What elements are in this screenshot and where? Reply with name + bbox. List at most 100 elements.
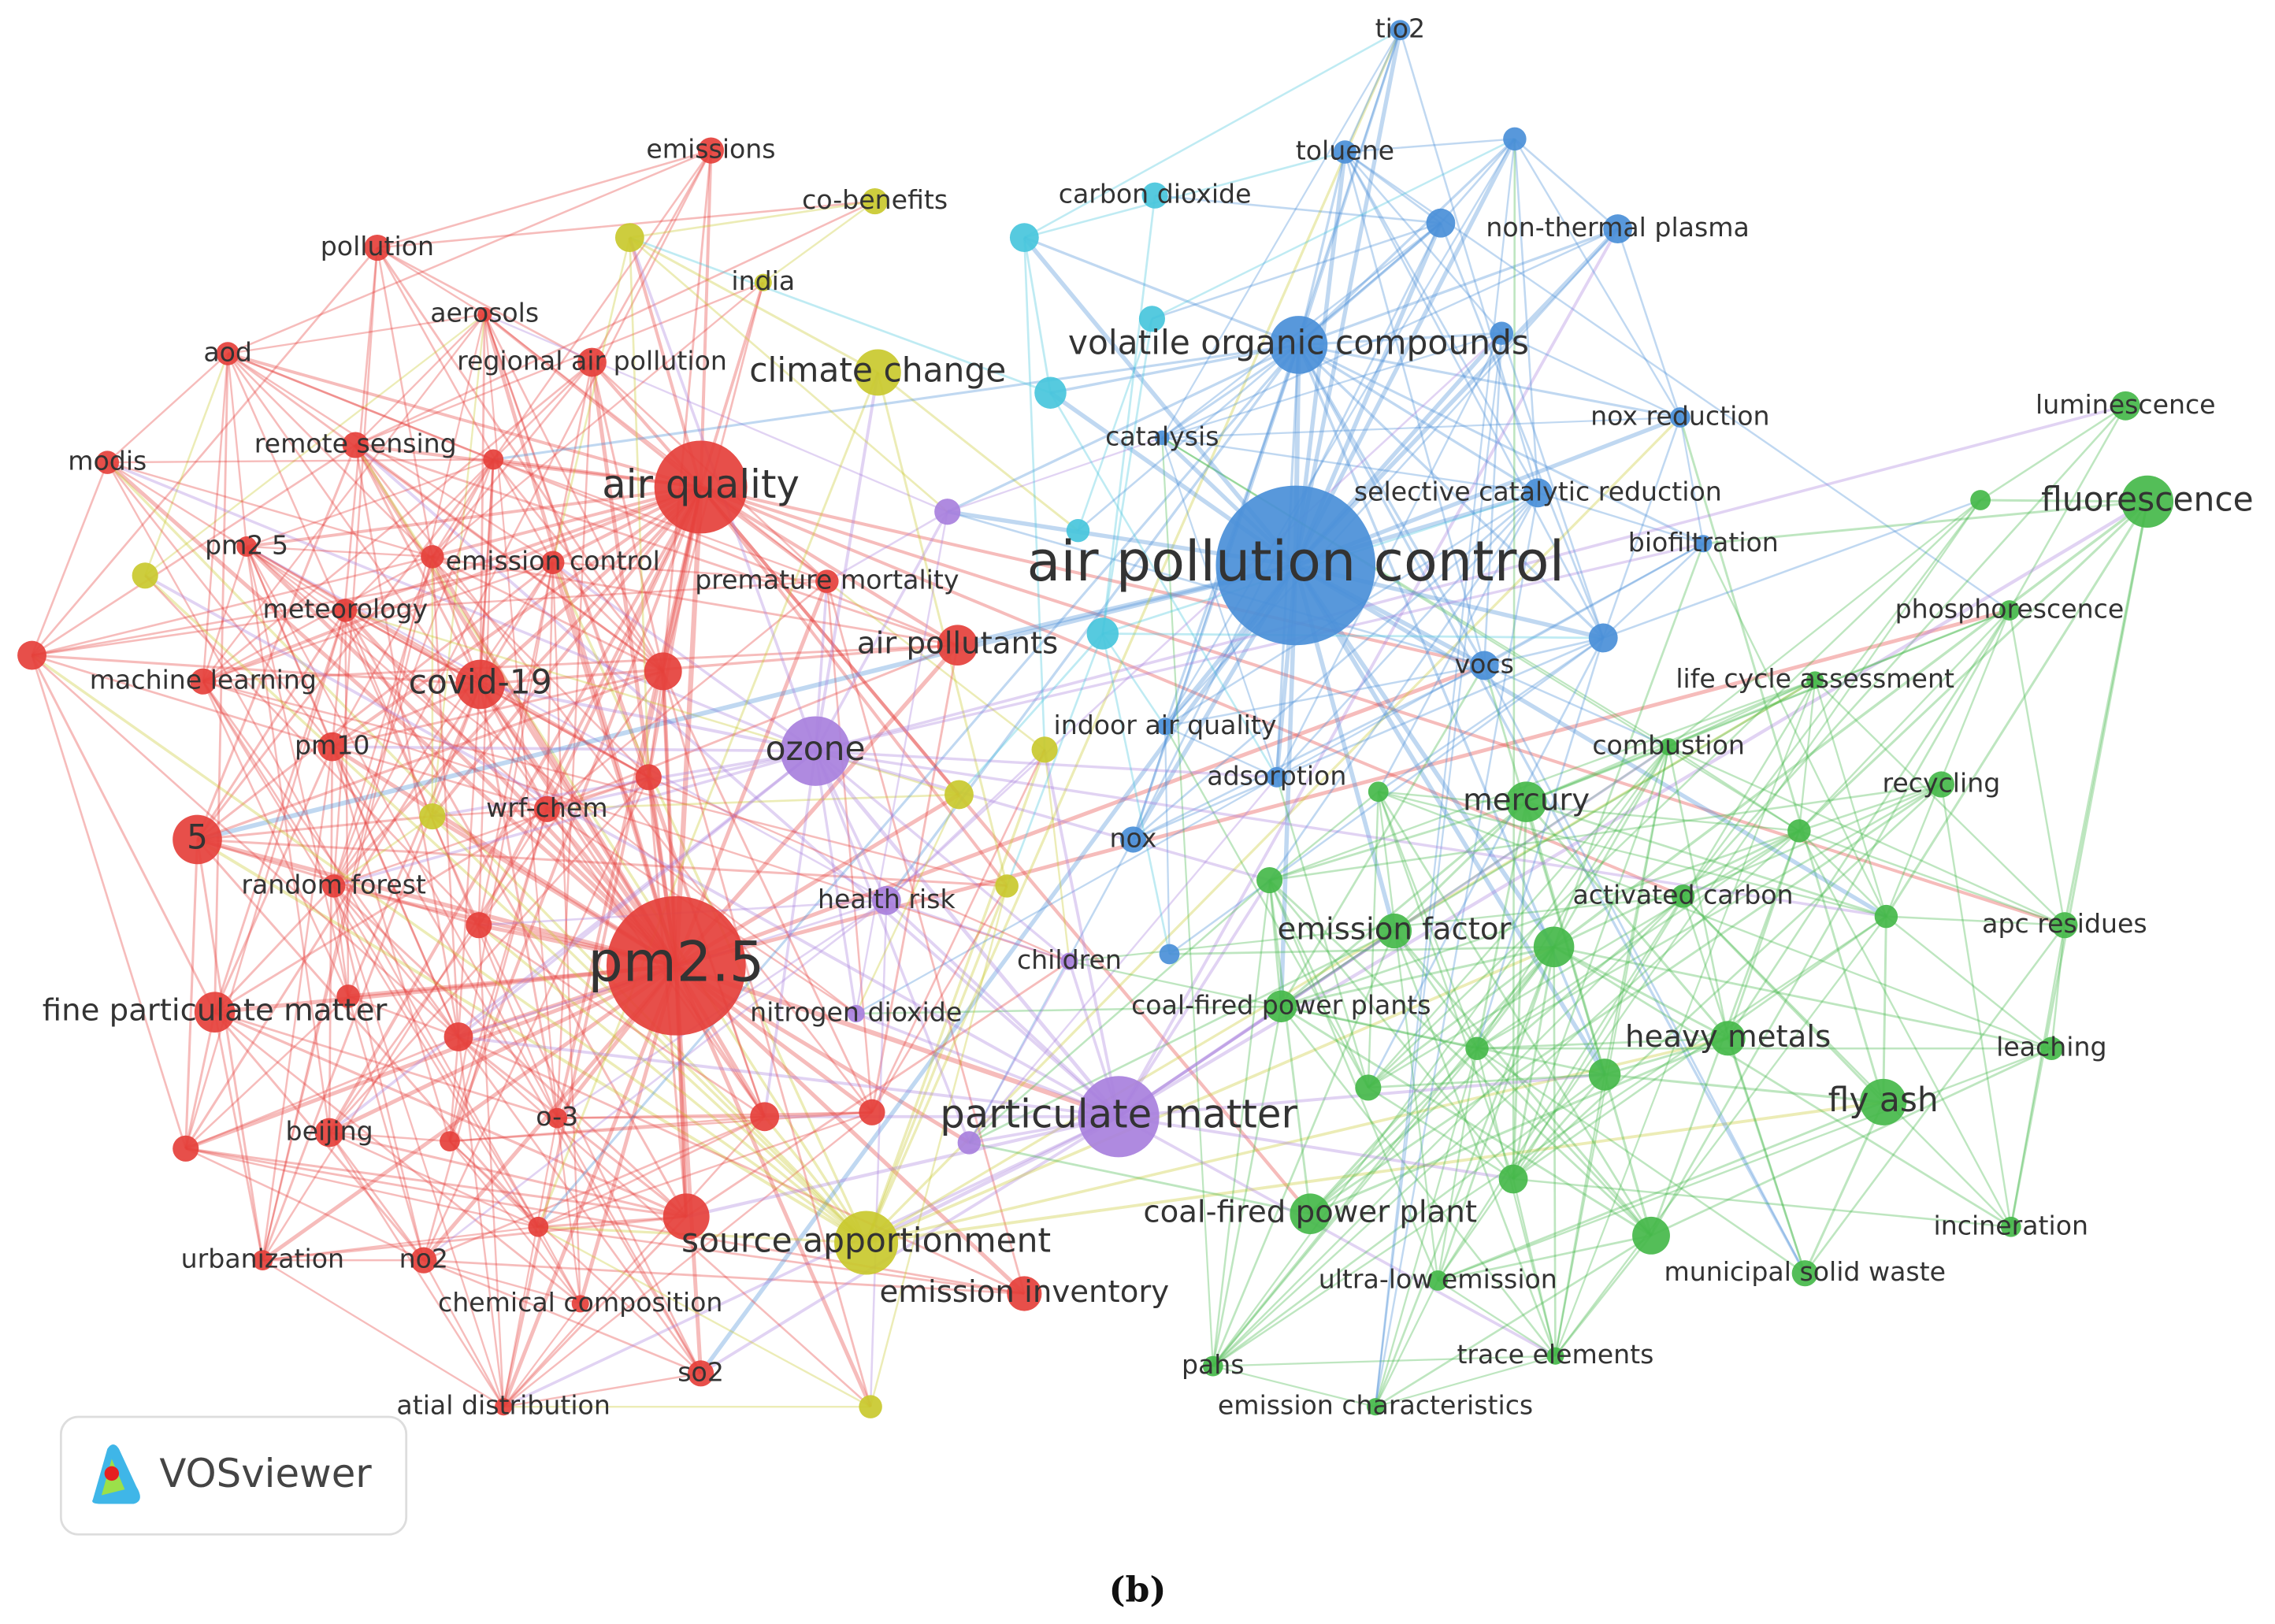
edge bbox=[106, 353, 228, 464]
node-label: pahs bbox=[1182, 1349, 1245, 1380]
edge bbox=[1101, 318, 1153, 634]
node-label: pm2 5 bbox=[205, 529, 288, 560]
edge bbox=[202, 680, 350, 997]
edge bbox=[865, 416, 1682, 1244]
node bbox=[17, 640, 46, 670]
edge bbox=[864, 749, 1046, 1244]
edge bbox=[700, 486, 961, 796]
edge bbox=[328, 776, 650, 1133]
node-label: fly ash bbox=[1828, 1081, 1939, 1119]
node-label: emissions bbox=[646, 134, 775, 165]
edge bbox=[629, 236, 948, 513]
node-label: heavy metals bbox=[1625, 1019, 1831, 1055]
edge bbox=[32, 654, 333, 748]
edge bbox=[674, 964, 1026, 1296]
edge bbox=[247, 545, 432, 558]
node-label: machine learning bbox=[90, 665, 317, 695]
node-label: recycling bbox=[1882, 768, 2000, 799]
nodes bbox=[17, 20, 2174, 1418]
node-label: phosphorescence bbox=[1895, 593, 2125, 624]
edge bbox=[106, 461, 867, 1244]
edge bbox=[1049, 392, 1278, 778]
node bbox=[859, 1395, 882, 1418]
edge bbox=[1269, 783, 1942, 881]
edge bbox=[1268, 492, 1539, 881]
edge bbox=[815, 749, 1277, 779]
edge bbox=[1439, 138, 1516, 224]
edge bbox=[537, 1111, 873, 1228]
node-label: selective catalytic reduction bbox=[1354, 476, 1722, 506]
edge bbox=[763, 200, 876, 284]
edge bbox=[1683, 783, 1942, 897]
edge bbox=[1554, 1234, 1653, 1357]
node bbox=[780, 716, 851, 786]
edge bbox=[479, 459, 495, 685]
edge bbox=[1367, 746, 1670, 1088]
edge bbox=[1650, 1047, 2052, 1237]
edge bbox=[1885, 610, 2011, 918]
edge bbox=[1668, 609, 2010, 748]
edge bbox=[1367, 946, 1555, 1089]
edge bbox=[457, 1036, 702, 1374]
edge bbox=[501, 965, 678, 1408]
node-label: coal-fired power plants bbox=[1131, 989, 1431, 1020]
node bbox=[847, 1004, 865, 1023]
edge bbox=[1050, 343, 1299, 395]
edge bbox=[1118, 1115, 1557, 1358]
edge bbox=[432, 808, 547, 818]
edge bbox=[557, 1111, 872, 1119]
node bbox=[1970, 490, 1991, 510]
edge bbox=[480, 643, 958, 686]
edge bbox=[1101, 632, 1167, 728]
edge bbox=[328, 924, 480, 1133]
node-label: emission control bbox=[446, 546, 660, 577]
edge bbox=[492, 458, 664, 673]
edge bbox=[492, 362, 593, 461]
edge bbox=[556, 362, 593, 1118]
edge bbox=[876, 372, 1008, 887]
node bbox=[1603, 214, 1633, 243]
edge bbox=[1367, 637, 1605, 1088]
edge bbox=[555, 486, 703, 1119]
edge bbox=[1668, 746, 2065, 926]
node bbox=[1031, 736, 1058, 763]
edge bbox=[865, 945, 1555, 1244]
edge bbox=[106, 462, 347, 612]
node bbox=[1632, 1216, 1670, 1255]
node bbox=[1119, 826, 1147, 853]
edge bbox=[1368, 1086, 1514, 1181]
node-label: volatile organic compounds bbox=[1068, 323, 1529, 362]
edge bbox=[547, 749, 816, 811]
node bbox=[1215, 485, 1376, 646]
edge bbox=[1377, 791, 1479, 1049]
edge bbox=[227, 353, 480, 926]
edge bbox=[202, 680, 1070, 962]
edge bbox=[196, 563, 1297, 842]
edge bbox=[537, 1115, 766, 1228]
node-label: emission inventory bbox=[880, 1274, 1170, 1310]
node-label: mercury bbox=[1463, 783, 1590, 818]
edge bbox=[958, 632, 1104, 795]
edge bbox=[1374, 1047, 1479, 1407]
edge bbox=[547, 793, 959, 810]
logo-icon bbox=[104, 1466, 120, 1481]
edge bbox=[354, 281, 764, 447]
node bbox=[859, 1099, 885, 1125]
edge bbox=[1268, 880, 1439, 1281]
node bbox=[1156, 717, 1175, 736]
node bbox=[1588, 1059, 1621, 1091]
edge bbox=[1132, 664, 1485, 841]
edge bbox=[185, 1147, 687, 1218]
edge bbox=[332, 562, 554, 887]
edge bbox=[1483, 665, 1806, 1274]
edge bbox=[332, 150, 712, 887]
edge bbox=[32, 561, 553, 657]
edge bbox=[376, 247, 664, 673]
edge bbox=[344, 485, 702, 612]
node-label: chemical composition bbox=[438, 1287, 722, 1318]
edge bbox=[1798, 500, 2148, 832]
edge bbox=[1297, 29, 1401, 346]
edge bbox=[449, 1115, 765, 1143]
edge bbox=[328, 750, 817, 1134]
edge bbox=[478, 924, 766, 1118]
